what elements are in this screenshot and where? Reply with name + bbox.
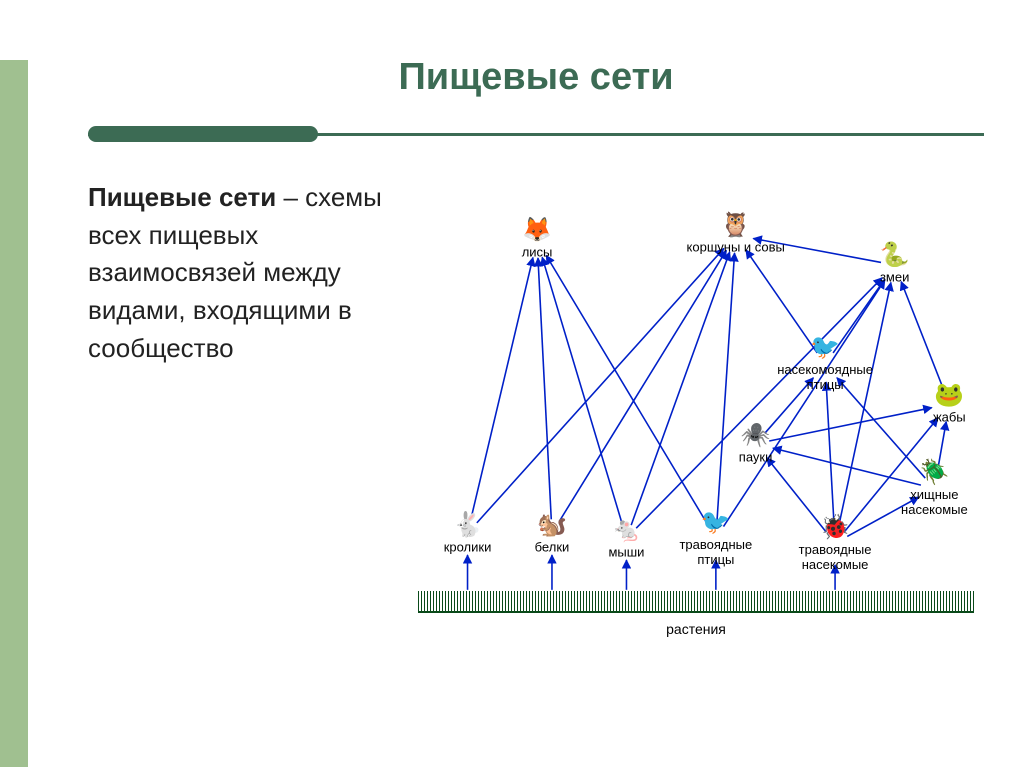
insbird-icon: 🐦 <box>777 336 873 360</box>
definition-term: Пищевые сети <box>88 182 276 212</box>
predins-label: хищные насекомые <box>901 487 968 517</box>
squirrel-icon: 🐿️ <box>535 514 570 538</box>
insbird-label: насекомоядные птицы <box>777 362 873 392</box>
node-snake: 🐍 змеи <box>880 244 910 285</box>
predins-icon: 🪲 <box>901 461 968 485</box>
squirrel-label: белки <box>535 540 570 555</box>
title-rule-knob <box>88 126 318 142</box>
plants-label: растения <box>666 621 726 637</box>
title-rule <box>88 129 984 139</box>
mouse-label: мыши <box>608 545 644 560</box>
node-toad: 🐸 жабы <box>933 384 966 425</box>
grass-strip <box>418 591 974 613</box>
node-spider: 🕷️ пауки <box>739 424 773 465</box>
node-owl: 🦉 коршуны и совы <box>687 214 785 255</box>
snake-label: змеи <box>880 270 910 285</box>
owl-label: коршуны и совы <box>687 240 785 255</box>
definition-text: Пищевые сети – схемы всех пищевых взаимо… <box>88 179 388 649</box>
node-herbins: 🐞травоядные насекомые <box>799 516 872 572</box>
fox-icon: 🦊 <box>522 219 553 243</box>
title-area: Пищевые сети <box>28 0 1024 111</box>
spider-icon: 🕷️ <box>739 424 773 448</box>
node-herbbird: 🐦травоядные птицы <box>679 511 752 567</box>
slide: Пищевые сети Пищевые сети – схемы всех п… <box>0 0 1024 767</box>
herbins-label: травоядные насекомые <box>799 542 872 572</box>
slide-title: Пищевые сети <box>88 56 984 99</box>
toad-label: жабы <box>933 410 966 425</box>
rabbit-label: кролики <box>444 540 492 555</box>
fox-label: лисы <box>522 245 553 260</box>
herbbird-label: травоядные птицы <box>679 537 752 567</box>
node-rabbit: 🐇 кролики <box>444 514 492 555</box>
node-mouse: 🐁 мыши <box>608 519 644 560</box>
rabbit-icon: 🐇 <box>444 514 492 538</box>
toad-icon: 🐸 <box>933 384 966 408</box>
spider-label: пауки <box>739 450 773 465</box>
node-fox: 🦊 лисы <box>522 219 553 260</box>
snake-icon: 🐍 <box>880 244 910 268</box>
herbins-icon: 🐞 <box>799 516 872 540</box>
slide-body: Пищевые сети – схемы всех пищевых взаимо… <box>28 139 1024 649</box>
food-web-diagram: растения 🦊лисы🦉коршуны и совы🐍змеи🐦насек… <box>398 179 994 649</box>
node-squirrel: 🐿️ белки <box>535 514 570 555</box>
mouse-icon: 🐁 <box>608 519 644 543</box>
node-insbird: 🐦насекомоядные птицы <box>777 336 873 392</box>
node-predins: 🪲хищные насекомые <box>901 461 968 517</box>
herbbird-icon: 🐦 <box>679 511 752 535</box>
owl-icon: 🦉 <box>687 214 785 238</box>
